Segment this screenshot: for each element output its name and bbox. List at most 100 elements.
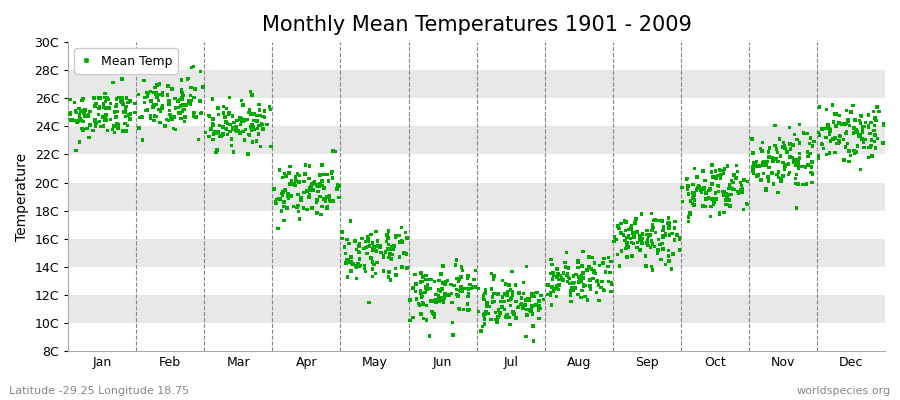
Point — [252, 107, 266, 113]
Point — [850, 129, 864, 135]
Point — [855, 113, 869, 119]
Point — [123, 112, 138, 118]
Point — [640, 240, 654, 246]
Point — [550, 283, 564, 289]
Point — [511, 304, 526, 310]
Point — [311, 183, 326, 189]
Point — [778, 163, 792, 169]
Point — [625, 253, 639, 259]
Point — [531, 307, 545, 313]
Point — [123, 98, 138, 104]
Point — [516, 303, 530, 309]
Point — [494, 298, 508, 305]
Point — [168, 95, 183, 102]
Point — [143, 115, 157, 122]
Point — [729, 175, 743, 181]
Point — [697, 186, 711, 192]
Point — [855, 136, 869, 142]
Point — [703, 213, 717, 220]
Point — [655, 240, 670, 246]
Point — [558, 264, 572, 270]
Point — [838, 144, 852, 150]
Point — [109, 114, 123, 120]
Point — [420, 282, 435, 288]
Point — [411, 300, 426, 307]
Point — [392, 232, 407, 238]
Point — [662, 224, 677, 230]
Point — [332, 194, 347, 200]
Point — [80, 126, 94, 132]
Point — [484, 286, 499, 292]
Point — [123, 110, 138, 117]
Point — [755, 162, 770, 169]
Point — [572, 279, 586, 286]
Point — [446, 319, 460, 326]
Point — [847, 125, 861, 131]
Point — [526, 338, 541, 344]
Point — [249, 138, 264, 144]
Point — [594, 284, 608, 291]
Point — [819, 134, 833, 141]
Point — [525, 303, 539, 309]
Point — [553, 272, 567, 279]
Point — [823, 128, 837, 134]
Point — [791, 165, 806, 171]
Point — [358, 268, 373, 275]
Point — [227, 119, 241, 126]
Point — [69, 147, 84, 154]
Point — [365, 259, 380, 265]
Point — [793, 121, 807, 128]
Point — [173, 110, 187, 117]
Point — [861, 122, 876, 129]
Point — [395, 239, 410, 245]
Point — [326, 175, 340, 181]
Point — [102, 96, 116, 103]
Point — [585, 254, 599, 261]
Point — [645, 241, 660, 247]
Point — [463, 306, 477, 313]
Point — [369, 244, 383, 250]
Point — [863, 130, 878, 137]
Point — [730, 168, 744, 174]
Point — [143, 88, 157, 95]
Point — [686, 190, 700, 196]
Point — [788, 175, 803, 182]
Point — [138, 94, 152, 100]
Point — [832, 134, 847, 140]
Point — [667, 225, 681, 231]
Point — [305, 181, 320, 187]
Point — [524, 290, 538, 297]
Point — [479, 287, 493, 294]
Point — [235, 97, 249, 104]
Point — [320, 205, 334, 211]
Point — [214, 133, 229, 139]
Point — [144, 98, 158, 105]
Point — [362, 243, 376, 249]
Point — [644, 264, 659, 270]
Point — [496, 277, 510, 284]
Point — [759, 162, 773, 168]
Point — [114, 99, 129, 105]
Point — [705, 181, 719, 187]
Point — [313, 172, 328, 178]
Point — [765, 155, 779, 161]
Point — [837, 157, 851, 164]
Point — [716, 189, 731, 195]
Point — [666, 251, 680, 258]
Point — [523, 307, 537, 313]
Bar — [68, 126, 885, 154]
Point — [440, 277, 454, 284]
Title: Monthly Mean Temperatures 1901 - 2009: Monthly Mean Temperatures 1901 - 2009 — [262, 15, 691, 35]
Point — [302, 176, 316, 182]
Point — [731, 188, 745, 195]
Point — [508, 282, 523, 288]
Point — [778, 145, 792, 152]
Point — [706, 201, 721, 208]
Point — [705, 169, 719, 175]
Point — [111, 125, 125, 132]
Point — [360, 250, 374, 257]
Point — [402, 317, 417, 324]
Point — [177, 118, 192, 125]
Point — [494, 298, 508, 304]
Point — [76, 118, 90, 125]
